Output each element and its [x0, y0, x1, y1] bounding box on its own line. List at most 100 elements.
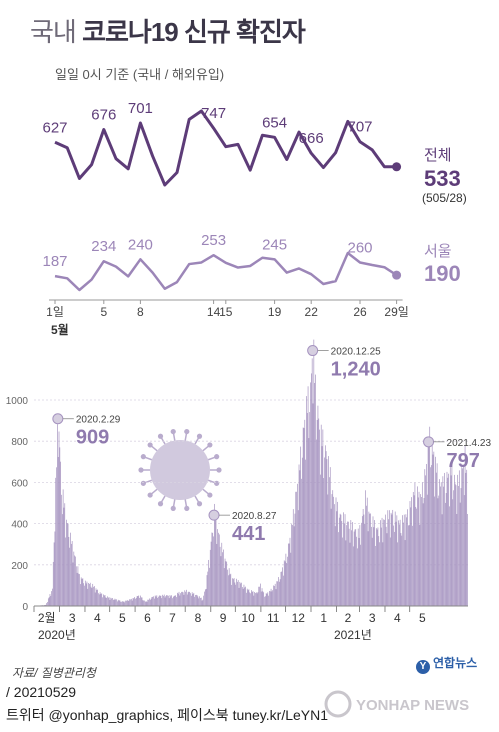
bar: [53, 542, 55, 606]
bar: [208, 559, 209, 606]
bar: [412, 525, 413, 606]
bar: [355, 529, 357, 606]
bar-x-tick-label: 2: [345, 611, 352, 625]
bar: [219, 546, 221, 606]
bar: [420, 494, 422, 606]
bar: [360, 544, 362, 606]
bar: [207, 571, 209, 606]
bar: [123, 601, 125, 606]
bar: [313, 339, 315, 606]
bar: [48, 597, 50, 606]
bar: [266, 593, 268, 606]
bar: [241, 587, 243, 606]
bar: [94, 586, 95, 606]
bar: [298, 464, 300, 606]
bar: [56, 467, 57, 606]
bar: [170, 596, 172, 606]
bar: [66, 519, 67, 606]
bar: [396, 515, 398, 606]
bar: [67, 523, 69, 606]
bar: [245, 586, 246, 606]
bar: [442, 476, 444, 606]
bar: [463, 464, 464, 606]
bar: [179, 595, 181, 606]
bar: [196, 595, 198, 606]
line-data-label: 747: [201, 105, 226, 122]
line-x-tick-label: 14: [207, 305, 221, 319]
bar: [413, 495, 415, 606]
line-x-tick-label: 1일: [46, 305, 64, 319]
bar: [61, 494, 62, 606]
virus-spike-tip: [170, 428, 176, 435]
bar-x-tick-label: 1: [320, 611, 327, 625]
virus-spike-tip: [214, 454, 220, 460]
bar: [90, 586, 92, 606]
bar: [389, 537, 391, 606]
bar: [213, 536, 214, 606]
bar: [352, 522, 353, 606]
bar: [75, 566, 77, 606]
bar: [454, 474, 455, 606]
bar: [452, 499, 454, 606]
bar: [431, 465, 432, 606]
bar: [99, 592, 101, 606]
bar: [326, 459, 328, 606]
callout-marker: [423, 436, 435, 448]
bar: [161, 598, 163, 606]
virus-spike-tip: [140, 454, 146, 460]
bar: [435, 472, 437, 606]
bar: [307, 386, 309, 606]
bar: [228, 568, 230, 606]
virus-spike-tip: [157, 433, 164, 439]
bar: [370, 513, 371, 606]
line-end-point: [392, 162, 402, 172]
bar: [407, 525, 409, 606]
bar: [448, 473, 449, 606]
bar: [416, 508, 417, 606]
bar: [306, 412, 308, 606]
line-data-label: 253: [201, 232, 226, 249]
line-end-point: [392, 270, 402, 280]
bar: [456, 513, 458, 606]
watermark: YONHAP NEWS: [324, 690, 469, 718]
bar: [121, 601, 122, 606]
bar: [45, 604, 47, 606]
bar: [130, 599, 131, 606]
bar: [357, 528, 359, 606]
bar: [182, 592, 184, 606]
line-x-tick-label: 15: [219, 305, 233, 319]
bar-x-year-label: 2021년: [334, 628, 372, 642]
bar: [418, 491, 420, 606]
bar: [281, 571, 283, 606]
bar: [319, 429, 320, 606]
bar: [76, 572, 78, 606]
bar: [86, 581, 88, 606]
bar: [302, 427, 304, 606]
bar: [142, 600, 144, 606]
bar: [149, 599, 151, 606]
bar: [198, 598, 200, 606]
bar: [369, 513, 371, 606]
bar: [421, 496, 422, 606]
bar: [343, 523, 345, 606]
bar: [275, 589, 277, 606]
bar: [226, 561, 228, 606]
bar: [54, 531, 56, 606]
bar: [143, 600, 145, 606]
bar: [181, 591, 182, 606]
bar: [443, 486, 445, 606]
bar: [321, 446, 323, 606]
footer-social: 트위터 @yonhap_graphics, 페이스북 tuney.kr/LeYN…: [6, 707, 329, 723]
bar-x-tick-label: 9: [220, 611, 227, 625]
bar: [185, 591, 186, 606]
bar: [49, 594, 51, 606]
bar: [316, 419, 318, 606]
bar: [342, 537, 343, 606]
line-data-label: 701: [128, 100, 153, 117]
bar: [183, 594, 185, 606]
bar: [74, 555, 75, 606]
bar: [363, 514, 365, 606]
bar: [318, 418, 320, 606]
bar: [246, 588, 248, 606]
